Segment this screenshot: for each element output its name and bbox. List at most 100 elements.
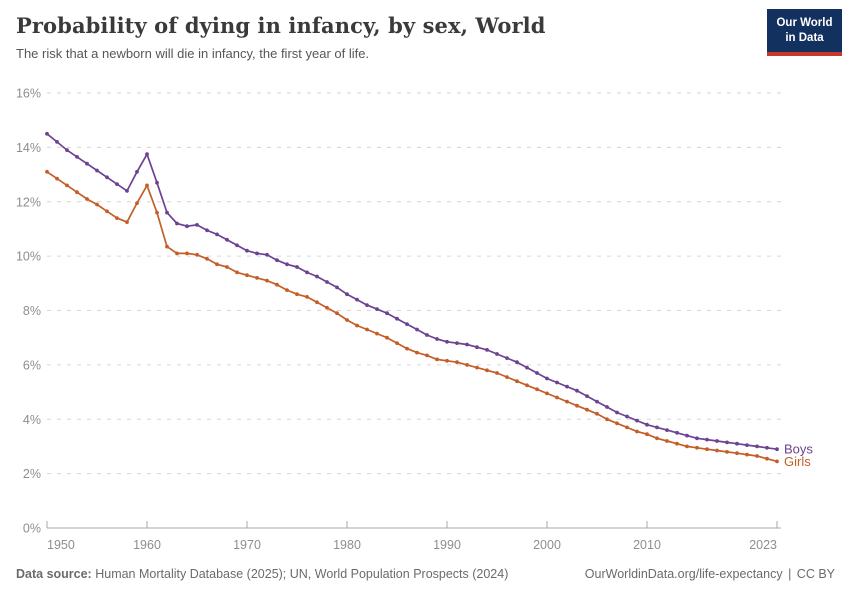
- data-point-girls-1981: [355, 323, 359, 328]
- data-point-girls-1950: [45, 169, 49, 174]
- series-label-boys[interactable]: Boys: [784, 442, 813, 457]
- data-point-boys-2023: [775, 447, 779, 452]
- data-point-boys-1992: [465, 342, 469, 347]
- data-point-boys-1976: [305, 270, 309, 275]
- data-point-boys-1994: [485, 348, 489, 352]
- data-point-girls-2001: [555, 395, 559, 400]
- data-point-boys-2005: [595, 399, 599, 404]
- data-point-boys-1983: [375, 307, 379, 311]
- data-point-boys-2015: [695, 436, 699, 441]
- data-point-girls-1955: [95, 202, 99, 207]
- data-point-girls-1973: [275, 282, 279, 287]
- data-point-boys-2006: [605, 405, 609, 409]
- data-point-boys-2017: [715, 439, 719, 443]
- data-point-girls-1957: [115, 216, 119, 221]
- data-point-girls-1979: [335, 311, 339, 316]
- data-point-girls-1978: [325, 305, 329, 310]
- y-tick-label-12: 12%: [16, 195, 41, 209]
- data-point-girls-1999: [535, 387, 539, 392]
- data-point-boys-1973: [275, 258, 279, 263]
- y-tick-label-4: 4%: [23, 413, 41, 427]
- page-title: Probability of dying in infancy, by sex,…: [16, 13, 546, 38]
- x-tick-label-2010: 2010: [633, 538, 661, 552]
- data-point-girls-1951: [55, 176, 59, 181]
- data-point-girls-2019: [735, 451, 739, 456]
- data-point-boys-2020: [745, 443, 749, 447]
- data-point-girls-1987: [415, 350, 419, 355]
- data-point-boys-1965: [195, 223, 199, 227]
- data-point-girls-2003: [575, 403, 579, 408]
- data-point-girls-1990: [445, 358, 449, 363]
- data-point-girls-1998: [525, 383, 529, 388]
- data-point-boys-1955: [95, 168, 99, 173]
- data-point-boys-2009: [635, 418, 639, 423]
- data-point-boys-2019: [735, 441, 739, 446]
- series-line-girls[interactable]: [46, 170, 778, 463]
- data-point-boys-1991: [455, 341, 459, 345]
- data-point-girls-1984: [385, 335, 389, 340]
- data-point-boys-1966: [205, 228, 209, 233]
- owid-url-link[interactable]: OurWorldinData.org/life-expectancy: [584, 567, 783, 581]
- data-point-boys-1951: [55, 140, 59, 144]
- data-point-boys-2012: [665, 428, 669, 432]
- data-point-girls-1961: [155, 210, 159, 215]
- data-point-boys-2011: [655, 425, 659, 430]
- data-point-girls-1956: [105, 209, 109, 214]
- data-point-boys-1961: [155, 180, 159, 185]
- data-point-boys-1996: [505, 356, 509, 360]
- data-point-girls-2016: [705, 447, 709, 452]
- data-point-girls-1974: [285, 288, 289, 292]
- data-point-boys-1958: [125, 189, 129, 193]
- data-point-girls-1997: [515, 379, 519, 384]
- data-point-boys-2010: [645, 422, 649, 427]
- data-point-girls-1992: [465, 363, 469, 367]
- data-point-boys-2021: [755, 444, 759, 449]
- data-point-boys-1950: [45, 131, 49, 136]
- x-tick-label-1980: 1980: [333, 538, 361, 552]
- x-tick-label-1960: 1960: [133, 538, 161, 552]
- data-point-girls-2015: [695, 445, 699, 450]
- page-subtitle: The risk that a newborn will die in infa…: [16, 46, 370, 62]
- data-point-girls-1991: [455, 360, 459, 365]
- data-point-boys-2018: [725, 440, 729, 445]
- data-point-boys-1990: [445, 339, 449, 344]
- data-point-boys-1964: [185, 224, 189, 229]
- series-label-girls[interactable]: Girls: [784, 454, 811, 469]
- data-point-boys-1953: [75, 155, 79, 159]
- data-source-label: Data source:: [16, 567, 92, 581]
- data-point-girls-2022: [765, 456, 769, 461]
- data-point-girls-1989: [435, 357, 439, 362]
- data-point-girls-1988: [425, 353, 429, 358]
- y-tick-label-0: 0%: [23, 522, 41, 536]
- data-point-boys-1969: [235, 243, 239, 248]
- data-point-girls-1970: [245, 273, 249, 278]
- data-point-boys-1982: [365, 303, 369, 307]
- data-point-boys-1984: [385, 311, 389, 316]
- data-point-girls-1953: [75, 190, 79, 195]
- data-point-girls-1954: [85, 197, 89, 201]
- data-point-girls-1986: [405, 346, 409, 351]
- owid-logo: Our World in Data: [767, 9, 842, 56]
- data-point-boys-1998: [525, 365, 529, 370]
- data-point-boys-2014: [685, 433, 689, 438]
- license-link[interactable]: CC BY: [796, 567, 835, 581]
- data-point-boys-2013: [675, 430, 679, 435]
- data-point-girls-2011: [655, 436, 659, 441]
- data-point-boys-1997: [515, 360, 519, 365]
- owid-logo-line1: Our World: [776, 17, 833, 29]
- data-point-girls-1980: [345, 318, 349, 322]
- y-tick-label-8: 8%: [23, 304, 41, 318]
- data-point-girls-1976: [305, 295, 309, 299]
- footer-credit: OurWorldinData.org/life-expectancy | CC …: [583, 566, 835, 583]
- data-point-boys-1988: [425, 333, 429, 337]
- data-point-girls-1952: [65, 183, 69, 188]
- data-point-girls-1967: [215, 262, 219, 267]
- data-point-girls-1966: [205, 256, 209, 261]
- data-point-boys-1977: [315, 274, 319, 279]
- data-point-girls-1971: [255, 276, 259, 280]
- data-point-boys-2007: [615, 410, 619, 415]
- data-point-boys-1975: [295, 265, 299, 269]
- data-point-boys-1985: [395, 316, 399, 321]
- data-point-girls-2023: [775, 459, 779, 464]
- data-point-girls-1960: [145, 183, 149, 188]
